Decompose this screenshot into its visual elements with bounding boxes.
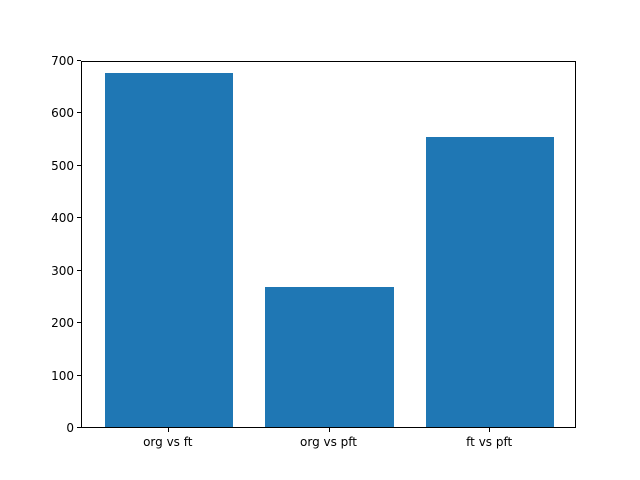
x-tick-mark	[489, 428, 491, 432]
bar-org-vs-ft	[104, 73, 234, 427]
bar-org-vs-pft	[265, 286, 394, 427]
y-tick-label: 400	[51, 211, 74, 226]
x-tick-label: ft vs pft	[466, 435, 513, 449]
y-tick-label: 600	[51, 106, 74, 121]
y-tick-mark	[77, 322, 81, 324]
y-tick-mark	[77, 60, 81, 61]
y-tick-label: 700	[51, 54, 74, 68]
y-tick-mark	[77, 112, 81, 114]
y-tick-label: 200	[51, 316, 74, 331]
plot-area	[81, 61, 576, 428]
y-tick-label: 300	[51, 263, 74, 278]
y-tick-mark	[77, 269, 81, 271]
y-tick-mark	[77, 374, 81, 376]
y-tick-label: 0	[66, 421, 74, 435]
y-tick-label: 100	[51, 368, 74, 383]
y-tick-mark	[77, 217, 81, 219]
y-tick-label: 500	[51, 158, 74, 173]
x-tick-mark	[167, 428, 169, 432]
y-tick-mark	[77, 164, 81, 166]
x-tick-label: org vs pft	[300, 435, 357, 449]
y-tick-mark	[77, 427, 81, 428]
x-tick-mark	[328, 428, 330, 432]
bar-ft-vs-pft	[425, 136, 555, 427]
x-tick-label: org vs ft	[143, 435, 193, 449]
